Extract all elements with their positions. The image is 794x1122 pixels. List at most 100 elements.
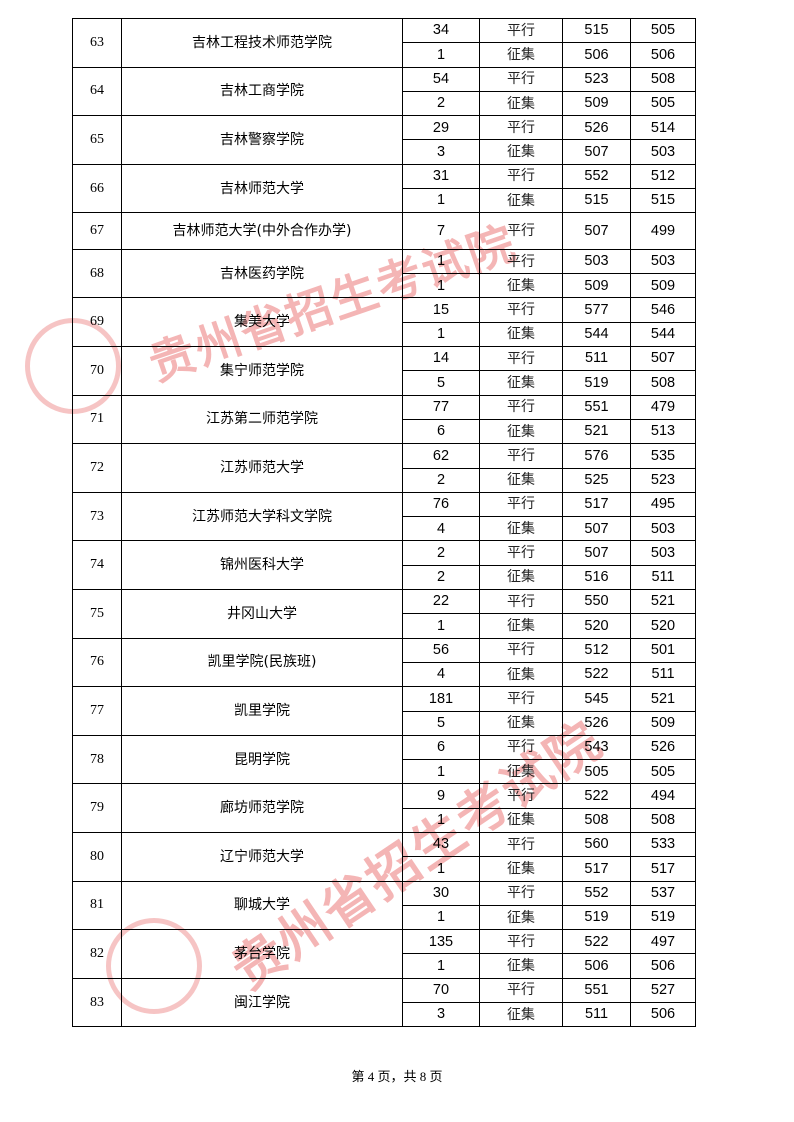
batch-type: 征集 — [479, 710, 563, 736]
batch-type: 征集 — [479, 139, 563, 165]
table-row: 6 征集 521 513 — [73, 418, 696, 445]
max-score: 505 — [562, 759, 631, 785]
row-number: 64 — [72, 66, 122, 117]
school-name: 集宁师范学院 — [121, 346, 403, 396]
school-name: 昆明学院 — [121, 734, 403, 785]
max-score: 516 — [562, 564, 631, 591]
batch-type: 征集 — [479, 953, 563, 979]
table-row: 1 征集 506 506 — [73, 42, 696, 68]
batch-type: 平行 — [479, 783, 563, 809]
max-score: 551 — [562, 394, 631, 420]
plan-count: 6 — [402, 734, 480, 761]
max-score: 515 — [562, 17, 631, 44]
max-score: 526 — [562, 115, 631, 141]
row-number: 63 — [72, 18, 122, 68]
max-score: 519 — [562, 904, 631, 931]
school-name: 集美大学 — [121, 297, 403, 348]
min-score: 495 — [630, 491, 696, 518]
max-score: 522 — [562, 661, 631, 688]
plan-count: 3 — [402, 139, 480, 165]
min-score: 503 — [630, 516, 696, 542]
plan-count: 70 — [402, 977, 480, 1004]
batch-type: 平行 — [479, 443, 563, 469]
row-number: 65 — [72, 115, 122, 165]
max-score: 507 — [562, 540, 631, 566]
table-row: 1 征集 520 520 — [73, 613, 696, 639]
table-row: 82 茅台学院 135 平行 522 497 — [72, 929, 696, 979]
min-score: 508 — [630, 66, 696, 92]
min-score: 503 — [630, 540, 696, 566]
batch-type: 征集 — [479, 90, 563, 117]
batch-type: 平行 — [479, 115, 563, 141]
min-score: 501 — [630, 637, 696, 663]
plan-count: 15 — [402, 297, 480, 323]
plan-count: 29 — [402, 115, 480, 141]
table-row: 3 征集 511 506 — [73, 1002, 696, 1028]
table-row: 2 征集 509 505 — [73, 90, 696, 117]
table-row: 73 江苏师范大学科文学院 76 平行 517 495 — [72, 491, 696, 542]
plan-count: 6 — [402, 418, 480, 445]
min-score: 521 — [630, 686, 696, 712]
plan-count: 4 — [402, 516, 480, 542]
min-score: 508 — [630, 370, 696, 396]
batch-type: 平行 — [479, 248, 563, 275]
batch-type: 平行 — [479, 163, 563, 190]
max-score: 506 — [562, 953, 631, 979]
batch-type: 平行 — [479, 831, 563, 858]
plan-count: 1 — [402, 904, 480, 931]
max-score: 576 — [562, 443, 631, 469]
max-score: 544 — [562, 321, 631, 348]
batch-type: 征集 — [479, 856, 563, 882]
min-score: 507 — [630, 346, 696, 372]
batch-type: 平行 — [479, 637, 563, 663]
row-number: 74 — [72, 540, 122, 591]
plan-count: 34 — [402, 17, 480, 44]
school-name: 锦州医科大学 — [121, 540, 403, 591]
min-score: 509 — [630, 710, 696, 736]
plan-count: 9 — [402, 783, 480, 809]
batch-type: 平行 — [479, 686, 563, 712]
min-score: 505 — [630, 759, 696, 785]
row-number: 82 — [72, 929, 122, 979]
table-row: 1 征集 519 519 — [73, 904, 696, 931]
batch-type: 平行 — [479, 589, 563, 615]
batch-type: 平行 — [479, 394, 563, 420]
row-number: 79 — [72, 783, 122, 833]
min-score: 527 — [630, 977, 696, 1004]
min-score: 479 — [630, 394, 696, 420]
row-number: 67 — [72, 212, 122, 250]
batch-type: 征集 — [479, 516, 563, 542]
max-score: 511 — [562, 346, 631, 372]
plan-count: 1 — [402, 856, 480, 882]
min-score: 503 — [630, 139, 696, 165]
row-number: 80 — [72, 832, 122, 882]
batch-type: 征集 — [479, 807, 563, 834]
max-score: 507 — [562, 139, 631, 165]
max-score: 543 — [562, 734, 631, 761]
school-name: 江苏师范大学 — [121, 443, 403, 493]
max-score: 509 — [562, 90, 631, 117]
min-score: 511 — [630, 564, 696, 591]
plan-count: 54 — [402, 66, 480, 92]
table-row: 63 吉林工程技术师范学院 34 平行 515 505 — [72, 17, 696, 68]
batch-type: 征集 — [479, 467, 563, 493]
school-name: 江苏第二师范学院 — [121, 394, 403, 445]
min-score: 505 — [630, 90, 696, 117]
batch-type: 平行 — [479, 880, 563, 906]
row-number: 68 — [72, 248, 122, 299]
table-row: 1 征集 506 506 — [73, 953, 696, 979]
max-score: 509 — [562, 273, 631, 299]
min-score: 511 — [630, 661, 696, 688]
plan-count: 77 — [402, 394, 480, 420]
batch-type: 征集 — [479, 321, 563, 348]
min-score: 497 — [630, 929, 696, 955]
plan-count: 135 — [402, 929, 480, 955]
row-number: 81 — [72, 880, 122, 931]
plan-count: 2 — [402, 90, 480, 117]
min-score: 506 — [630, 42, 696, 68]
min-score: 526 — [630, 734, 696, 761]
min-score: 509 — [630, 273, 696, 299]
row-number: 71 — [72, 394, 122, 445]
max-score: 526 — [562, 710, 631, 736]
table-row: 1 征集 509 509 — [73, 273, 696, 299]
